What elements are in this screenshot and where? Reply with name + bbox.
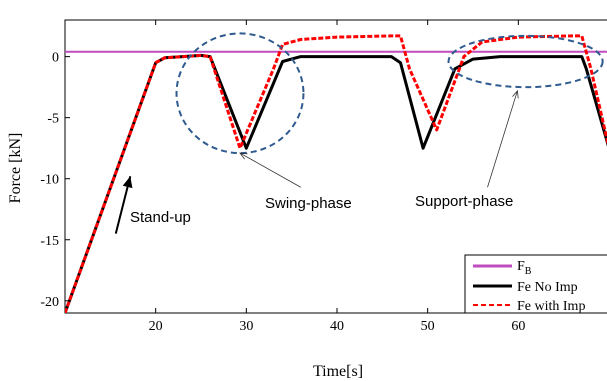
y-tick-label: -20 [40,295,59,310]
y-tick-label: 0 [52,51,59,66]
highlight-ellipse-support [447,34,604,89]
y-axis-title: Force [kN] [7,133,24,204]
legend-label-fb-main: F [517,259,525,274]
x-tick-label: 20 [149,319,163,334]
annotation-leader-head-swing-phase [239,152,248,160]
annotation-stand-up: Stand-up [130,209,191,226]
plot-area: 20 30 40 50 60 0 -5 -10 -15 -20 Stand-up Swing-ph… [40,19,607,334]
y-tick-label: -15 [40,234,59,249]
x-tick-label: 40 [330,319,344,334]
y-tick-label: -5 [47,112,59,127]
annotation-support-phase: Support-phase [415,193,513,210]
x-tick-label: 50 [421,319,435,334]
x-tick-label: 60 [511,319,525,334]
series-layer [65,34,607,313]
highlight-ellipse-swing [175,32,305,155]
axis-ticks: 20 30 40 50 60 0 -5 -10 -15 -20 [40,20,525,334]
x-axis-title: Time[s] [313,363,363,380]
annotation-leader-support-phase [487,90,518,188]
annotation-arrowhead-stand-up [122,176,133,189]
annotations: Stand-up Swing-phase Support-phase [114,89,519,234]
legend-label-fb: FB [517,259,532,277]
legend: FB Fe No Imp Fe with Imp [464,254,607,314]
annotation-leader-head-support-phase [512,89,519,99]
legend-label-fb-sub: B [525,266,532,277]
y-tick-label: -10 [40,173,59,188]
x-tick-label: 30 [239,319,253,334]
series-line-fe-with-imp [65,34,607,313]
legend-label-fe-no-imp: Fe No Imp [517,280,578,295]
annotation-leader-swing-phase [239,152,301,188]
legend-label-fe-with-imp: Fe with Imp [517,299,585,314]
highlight-ellipses [175,32,604,155]
annotation-swing-phase: Swing-phase [265,195,352,212]
